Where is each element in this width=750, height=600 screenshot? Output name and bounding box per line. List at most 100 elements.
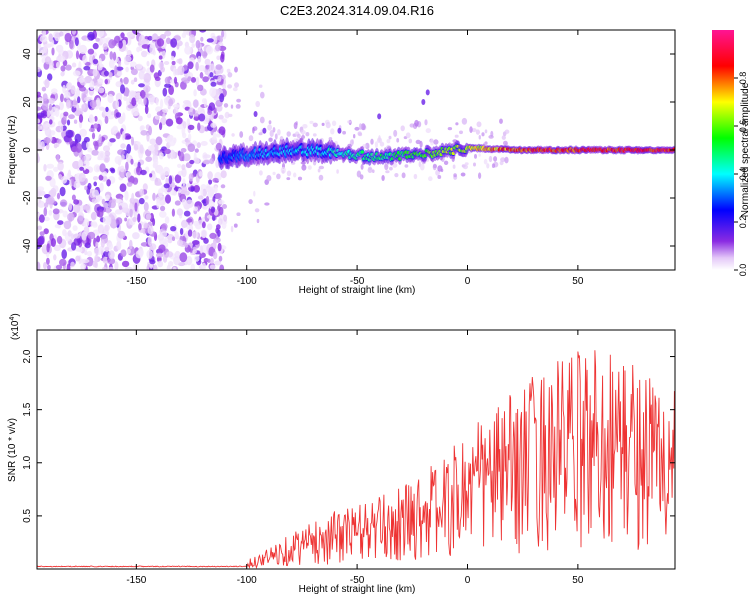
spectrogram-cell xyxy=(297,133,301,139)
spectrogram-cell xyxy=(159,169,164,176)
colorbar-ticks: 0.0 0.2 0.4 0.6 0.8 xyxy=(734,72,748,276)
spectrogram-cell xyxy=(81,258,90,264)
spectrogram-cell xyxy=(236,212,241,216)
spectrogram-cell xyxy=(70,233,75,240)
spectrogram-cell xyxy=(131,136,134,146)
spectrogram-cell xyxy=(115,81,122,88)
spectrogram-cell xyxy=(187,133,192,141)
spectrogram-cell xyxy=(71,176,75,187)
spectrogram-cell xyxy=(133,111,140,116)
spectrogram-cell xyxy=(213,95,220,101)
spectrogram-cell xyxy=(131,97,137,107)
spectrogram-cell xyxy=(165,177,169,185)
spectrogram-cell xyxy=(48,103,53,111)
spectrogram-cell xyxy=(41,102,49,111)
spectrogram-cell xyxy=(195,76,200,87)
spectrogram-cell xyxy=(248,135,254,142)
spectrogram-cell xyxy=(186,218,193,223)
spectrogram-cell xyxy=(354,126,360,131)
spectrogram-cell xyxy=(286,170,292,177)
spectrogram-cell xyxy=(44,56,52,65)
spectrogram-cell xyxy=(205,45,214,55)
spectrogram-cell xyxy=(353,134,356,139)
spectrogram-cell xyxy=(190,263,195,270)
spectrogram-ytick-label: 0 xyxy=(22,147,33,153)
spectrogram-cell xyxy=(209,87,217,97)
spectrogram-cell xyxy=(212,131,217,140)
spectrogram-cell xyxy=(87,231,96,240)
spectrogram-cell xyxy=(124,266,133,270)
spectrogram-cell xyxy=(134,202,138,212)
spectrogram-cell xyxy=(93,247,102,256)
spectrogram-xticks: -150 -100 -50 0 50 xyxy=(126,30,584,287)
spectrogram-cell xyxy=(253,111,258,117)
spectrogram-cell xyxy=(162,113,166,119)
spectrogram-cell xyxy=(175,117,183,125)
spectrogram-cell xyxy=(105,206,111,214)
spectrogram-cell xyxy=(120,32,125,39)
spectrogram-cell xyxy=(154,181,163,186)
spectrogram-cell xyxy=(252,127,255,134)
spectrogram-cell xyxy=(473,162,476,167)
spectrogram-cell xyxy=(268,137,273,143)
spectrogram-cell xyxy=(195,40,201,49)
spectrogram-cell xyxy=(274,133,278,140)
spectrogram-cell xyxy=(425,89,430,96)
spectrogram-panel: -150 -100 -50 0 50 -40 -20 0 20 40 Height of str… xyxy=(7,29,676,296)
snr-ytick-label: 1.0 xyxy=(22,455,33,469)
snr-ylabel: SNR (10 * v/v) xyxy=(7,418,18,482)
snr-xlabel: Height of straight line (km) xyxy=(299,584,416,595)
spectrogram-cell xyxy=(454,134,459,138)
spectrogram-cell xyxy=(99,163,106,173)
spectrogram-cell xyxy=(192,249,197,254)
spectrogram-cell xyxy=(214,44,221,52)
spectrogram-cell xyxy=(191,231,199,239)
spectrogram-cell xyxy=(70,261,75,268)
spectrogram-cell xyxy=(126,143,132,154)
spectrogram-cell xyxy=(48,33,53,42)
spectrogram-cell xyxy=(96,235,101,243)
snr-xtick-label: 0 xyxy=(465,575,471,586)
spectrogram-cell xyxy=(108,266,114,270)
spectrogram-cell xyxy=(104,79,109,85)
spectrogram-cell xyxy=(78,247,83,253)
spectrogram-cell xyxy=(65,99,71,109)
spectrogram-cell xyxy=(130,79,135,85)
spectrogram-cell xyxy=(77,96,81,104)
spectrogram-cell xyxy=(276,173,281,180)
spectrogram-cell xyxy=(234,82,239,88)
spectrogram-cell xyxy=(91,149,99,156)
spectrogram-cell xyxy=(297,176,303,181)
spectrogram-cell xyxy=(141,44,150,49)
spectrogram-cell xyxy=(153,158,159,167)
spectrogram-cell xyxy=(99,182,104,192)
spectrogram-cell xyxy=(404,164,409,168)
spectrogram-cell xyxy=(67,169,72,178)
spectrogram-cell xyxy=(75,255,81,262)
spectrogram-cell xyxy=(110,111,115,116)
spectrogram-cell xyxy=(264,202,270,206)
spectrogram-cell xyxy=(210,122,217,128)
spectrogram-cell xyxy=(117,60,122,67)
spectrogram-cell xyxy=(358,123,363,130)
spectrogram-cell xyxy=(190,77,197,83)
spectrogram-cell xyxy=(157,188,164,198)
spectrogram-cell xyxy=(386,139,391,144)
spectrogram-cell xyxy=(147,225,154,235)
spectrogram-cell xyxy=(137,115,143,122)
spectrogram-cell xyxy=(254,208,260,213)
spectrogram-cell xyxy=(66,82,71,90)
spectrogram-cell xyxy=(97,78,104,85)
spectrogram-cell xyxy=(171,208,175,217)
spectrogram-cell xyxy=(79,44,87,55)
spectrogram-cell xyxy=(107,257,116,265)
spectrogram-cell xyxy=(133,143,139,151)
spectrogram-cell xyxy=(337,127,342,134)
spectrogram-cell xyxy=(396,138,400,143)
spectrogram-cell xyxy=(133,77,138,82)
spectrogram-cell xyxy=(218,199,225,205)
spectrogram-cell xyxy=(46,163,55,169)
spectrogram-cell xyxy=(170,226,177,232)
spectrogram-cell xyxy=(75,50,80,60)
svg-text:(x104): (x104) xyxy=(9,313,21,340)
